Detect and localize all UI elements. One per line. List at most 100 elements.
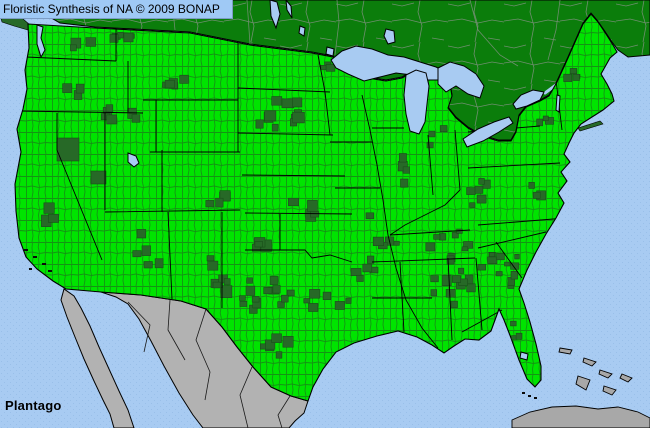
absent-county [269, 276, 279, 285]
absent-county [143, 261, 153, 269]
cuba [511, 405, 650, 428]
absent-county [504, 261, 511, 267]
florida-keys [522, 392, 537, 399]
absent-county [205, 200, 215, 208]
absent-county [477, 264, 486, 271]
absent-county [451, 232, 459, 239]
absent-county [90, 170, 107, 185]
absent-county [426, 141, 434, 149]
map-title: Floristic Synthesis of NA © 2009 BONAP [3, 2, 220, 16]
absent-county [239, 300, 248, 307]
absent-county [282, 335, 294, 348]
absent-county [439, 125, 448, 132]
absent-county [271, 123, 279, 132]
absent-county [463, 241, 474, 249]
canada-region [31, 0, 650, 141]
absent-county [439, 233, 447, 241]
absent-county [288, 197, 299, 207]
absent-county [320, 65, 327, 71]
absent-county [206, 255, 215, 262]
absent-county [132, 250, 142, 258]
absent-county [393, 240, 400, 246]
absent-county [450, 300, 458, 308]
absent-county [428, 130, 436, 138]
absent-county [48, 213, 59, 223]
absent-county [451, 275, 461, 283]
absent-county [286, 289, 295, 297]
absent-county [533, 191, 541, 199]
absent-county [212, 281, 221, 289]
lake-nipigon [383, 28, 396, 45]
absent-county [136, 229, 147, 239]
puget-sound [36, 24, 46, 59]
absent-county [362, 263, 373, 273]
taxon-label: Plantago [5, 398, 62, 413]
long-island [577, 120, 604, 132]
absent-county [515, 332, 523, 340]
absent-county [458, 267, 465, 274]
absent-county [223, 278, 231, 286]
absent-county [446, 255, 455, 265]
absent-county [292, 97, 303, 108]
great-salt-lake [127, 152, 140, 168]
lake-huron [437, 61, 485, 99]
absent-county [572, 74, 580, 81]
absent-county [281, 294, 289, 303]
absent-county [70, 44, 77, 52]
absent-county [292, 111, 305, 124]
channel-islands [24, 249, 52, 272]
absent-county [461, 246, 469, 252]
absent-county [510, 320, 517, 327]
absent-county [474, 185, 484, 194]
absent-county [514, 254, 520, 260]
absent-county [356, 274, 364, 282]
absent-county [307, 199, 318, 212]
absent-county [569, 68, 578, 75]
absent-county [245, 285, 256, 296]
absent-county [271, 333, 282, 343]
absent-county [62, 83, 73, 93]
absent-county [430, 289, 437, 297]
absent-county [345, 297, 352, 304]
absent-county [109, 34, 119, 43]
absent-county [141, 245, 151, 256]
absent-county [542, 115, 549, 121]
lake-erie [462, 116, 514, 148]
absent-county [400, 178, 409, 188]
lake-manitoba [285, 0, 293, 19]
lake-okeechobee [519, 351, 529, 361]
absent-county [154, 258, 164, 269]
absent-county [271, 96, 283, 106]
absent-county [264, 110, 277, 122]
absent-county [372, 236, 385, 247]
absent-county [309, 289, 321, 299]
absent-county [430, 275, 439, 283]
absent-county [106, 114, 117, 125]
absent-county [239, 295, 246, 301]
absent-county [281, 98, 295, 109]
absent-county [402, 166, 410, 174]
absent-county [322, 291, 332, 301]
absent-county [43, 202, 55, 214]
absent-county [496, 253, 505, 261]
canada-province-borders [171, 0, 561, 67]
absent-county [425, 242, 436, 252]
absent-county [255, 119, 264, 129]
absent-county [310, 210, 319, 218]
absent-county [433, 234, 441, 240]
absent-county [510, 262, 520, 270]
mexico-state-borders [127, 299, 291, 428]
absent-county [75, 83, 85, 94]
absent-county [487, 256, 498, 264]
absent-county [350, 268, 362, 276]
absent-county [215, 197, 224, 208]
absent-county [398, 153, 407, 163]
absent-county [510, 270, 518, 280]
islands [24, 120, 650, 428]
absent-county [272, 285, 281, 294]
lake-of-the-woods [325, 46, 335, 57]
lake-ontario [512, 89, 545, 110]
absent-county [246, 277, 253, 284]
small-lake [298, 25, 306, 37]
